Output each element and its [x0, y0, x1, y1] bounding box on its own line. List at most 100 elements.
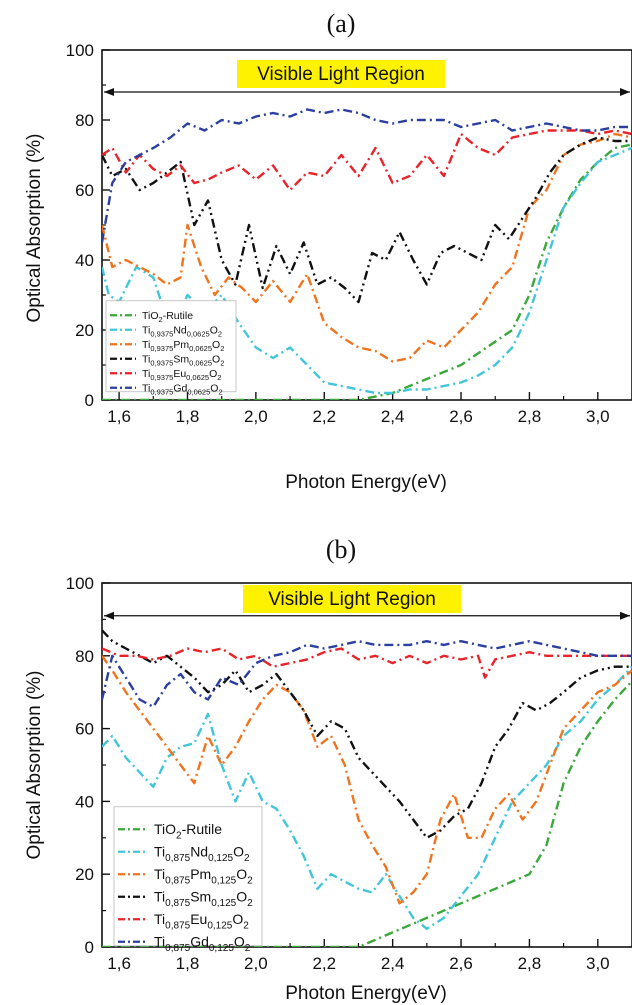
legend-entry-part: 0,0625: [189, 359, 212, 368]
region-highlight: [237, 60, 445, 88]
y-tick-label: 0: [85, 938, 94, 957]
legend-entry-part: Eu: [190, 911, 207, 927]
legend-entry-part: Gd: [173, 382, 187, 394]
legend-entry-part: O: [210, 382, 218, 394]
x-axis-label: Photon Energy(eV): [285, 983, 447, 1004]
legend-entry-part: Ti: [142, 382, 150, 394]
legend-entry-part: 0,875: [165, 853, 190, 864]
legend-entry-part: Sm: [173, 353, 189, 365]
legend-entry-part: Ti: [154, 866, 165, 882]
region-label: Visible Light Region: [257, 64, 425, 85]
series-line-gd: [102, 640, 632, 708]
legend-entry: Ti0,9375Nd0,0625O2: [142, 324, 222, 338]
legend-entry: Ti0,9375Eu0,0625O2: [142, 368, 221, 382]
x-tick-label: 2,6: [449, 954, 473, 973]
series-line-pm: [102, 132, 632, 363]
legend-entry-part: Gd: [190, 934, 209, 950]
legend-entry-part: 0,125: [209, 943, 234, 954]
legend-entry-part: 0,9375: [150, 359, 173, 368]
series-line-nd: [102, 146, 632, 395]
legend-entry-part: 0,0625: [189, 344, 212, 353]
y-tick-label: 0: [85, 391, 94, 410]
x-tick-label: 2,8: [518, 407, 542, 426]
legend-entry-part: 0,125: [207, 920, 232, 931]
x-tick-label: 3,0: [586, 954, 610, 973]
panel-label: (a): [327, 9, 356, 38]
x-tick-label: 2,2: [312, 954, 336, 973]
x-tick-label: 1,6: [107, 407, 131, 426]
series-line-tio2-rutile: [102, 680, 632, 947]
legend-entry-part: Ti: [154, 934, 165, 950]
legend-entry: Ti0,875Nd0,125O2: [154, 844, 250, 864]
legend-entry-part: 2: [176, 830, 182, 841]
series-line-eu: [102, 647, 632, 679]
legend-entry-part: 2: [217, 373, 221, 382]
legend-entry-part: O: [209, 368, 217, 380]
x-tick-label: 2,0: [244, 954, 268, 973]
legend-entry-part: 2: [218, 330, 222, 339]
legend-entry: Ti0,875Pm0,125O2: [154, 866, 253, 886]
legend-entry-part: 2: [247, 875, 253, 886]
legend-entry-part: 0,9375: [150, 388, 173, 397]
y-tick-label: 20: [75, 321, 94, 340]
x-tick-label: 2,0: [244, 407, 268, 426]
legend-entry-part: TiO: [154, 821, 176, 837]
legend-entry-part: 0,125: [208, 853, 233, 864]
y-tick-label: 80: [75, 111, 94, 130]
chart-panel-b: (b) 0 20 40 60 80 100 1,6 1,8 2,0 2,2 2,4 2,6 2,8 3,0 P…: [24, 535, 632, 1004]
legend-entry: Ti0,9375Gd0,0625O2: [142, 382, 223, 396]
legend-entry-part: 0,875: [165, 875, 190, 886]
legend-entry-part: 0,875: [165, 943, 190, 954]
legend-entry-part: O: [210, 324, 218, 336]
legend-entry-part: -Rutile: [182, 821, 223, 837]
x-tick-label: 1,8: [176, 954, 200, 973]
legend-entry-part: 2: [245, 943, 251, 954]
y-tick-label: 80: [75, 647, 94, 666]
legend-entry-part: Pm: [173, 339, 189, 351]
legend-entry-part: Ti: [142, 368, 150, 380]
legend-entry: Ti0,875Gd0,125O2: [154, 934, 251, 954]
legend-entry-part: O: [234, 934, 245, 950]
legend-entry-part: Ti: [154, 911, 165, 927]
legend-entry: Ti0,875Sm0,125O2: [154, 889, 253, 909]
legend-entry-part: 2: [220, 359, 224, 368]
x-tick-label: 2,4: [381, 407, 405, 426]
legend-entry-part: O: [232, 911, 243, 927]
x-tick-label: 1,6: [107, 954, 131, 973]
series-line-sm: [102, 629, 632, 839]
x-tick-label: 3,0: [586, 407, 610, 426]
region-highlight: [243, 585, 461, 613]
legend-entry-part: -Rutile: [163, 310, 194, 322]
region-arrow-left-icon: [104, 611, 114, 620]
legend-entry-part: 0,125: [211, 898, 236, 909]
legend-entry-part: O: [212, 339, 220, 351]
legend-entry-part: O: [236, 889, 247, 905]
legend-entry-part: 0,9375: [150, 330, 173, 339]
legend-entry-part: Ti: [142, 339, 150, 351]
y-axis-label: Optical Absorption (%): [24, 133, 45, 322]
legend-entry-part: TiO: [142, 310, 159, 322]
legend-entry-part: 2: [220, 344, 224, 353]
y-tick-label: 40: [75, 251, 94, 270]
legend-entry: Ti0,9375Sm0,0625O2: [142, 353, 224, 367]
chart-panel-a: (a) 0 20 40 60 80 100 1,6 1,8 2,0 2,2 2,4 2,6 2,8 3,0 P…: [24, 9, 632, 493]
legend-entry-part: 0,9375: [150, 373, 173, 382]
x-tick-label: 2,4: [381, 954, 405, 973]
legend-entry-part: O: [236, 866, 247, 882]
legend-entry-part: Eu: [173, 368, 186, 380]
y-tick-label: 100: [66, 574, 94, 593]
y-tick-label: 60: [75, 181, 94, 200]
legend-entry-part: 0,9375: [150, 344, 173, 353]
legend-entry-part: 0,875: [165, 898, 190, 909]
legend-entry-part: 0,0625: [186, 373, 209, 382]
legend-entry-part: 2: [159, 315, 163, 324]
series-line-sm: [102, 136, 632, 304]
legend-entry: TiO2-Rutile: [142, 310, 193, 324]
x-tick-label: 2,2: [312, 407, 336, 426]
x-tick-label: 2,6: [449, 407, 473, 426]
y-axis-label: Optical Absorption (%): [24, 670, 45, 859]
legend-entry-part: 2: [247, 898, 253, 909]
legend-entry-part: Ti: [142, 324, 150, 336]
legend-entry: TiO2-Rutile: [154, 821, 222, 841]
